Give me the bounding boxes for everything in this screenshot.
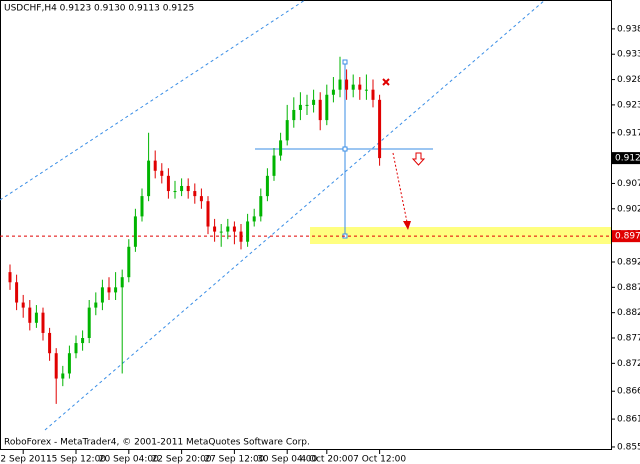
candle-body: [173, 191, 177, 193]
candle-body: [199, 196, 203, 202]
candle-body: [364, 89, 368, 91]
x-tick-label: 4 Oct 20:00: [300, 455, 353, 464]
x-tick-label: 27 Sep 12:00: [204, 455, 264, 464]
candle-body: [239, 231, 243, 242]
candle-body: [226, 226, 230, 232]
candle-body: [246, 221, 250, 242]
candle-body: [100, 287, 104, 303]
candle-body: [120, 277, 124, 288]
plot-frame: [0, 0, 612, 450]
candle-body: [292, 109, 296, 121]
candle-body: [107, 287, 111, 293]
candle-body: [252, 216, 256, 222]
candle-body: [166, 175, 170, 192]
y-tick-label: 0.9175: [617, 128, 640, 138]
candle-body: [94, 302, 98, 308]
candle-body: [114, 287, 118, 293]
candle-body: [351, 84, 355, 90]
candle-body: [147, 160, 151, 197]
price-box: [612, 152, 640, 165]
channel-upper: [0, 0, 306, 201]
candle-body: [81, 338, 85, 344]
candle-body: [331, 89, 335, 95]
candle-body: [318, 99, 322, 121]
candle-body: [232, 226, 236, 232]
candle-body: [186, 185, 190, 192]
candle-body: [133, 216, 137, 247]
target-zone: [310, 227, 611, 244]
chart-footer: RoboForex - MetaTrader4, © 2001-2011 Met…: [4, 438, 310, 448]
candle-body: [160, 170, 164, 176]
candle-body: [338, 79, 342, 90]
candle-body: [312, 99, 316, 105]
candle-body: [345, 79, 349, 90]
candle-body: [358, 84, 362, 90]
channel-lower: [44, 0, 546, 431]
pattern-point: [342, 59, 348, 65]
candle-body: [259, 196, 263, 217]
candle-body: [34, 312, 38, 323]
candle-body: [21, 302, 25, 308]
cross-mark: [382, 78, 390, 86]
candle-body: [153, 160, 157, 171]
candle-body: [28, 307, 32, 323]
candle-body: [371, 89, 375, 100]
candle-body: [67, 353, 71, 374]
candle-body: [140, 196, 144, 217]
candle-body: [127, 246, 131, 278]
forecast-arrow-head: [403, 221, 411, 230]
y-tick-label: 0.9025: [617, 204, 640, 214]
candle-body: [219, 231, 223, 233]
x-tick-label: 12 Sep 2011: [0, 455, 52, 464]
candle-body: [272, 155, 276, 176]
candle-body: [74, 343, 78, 354]
candle-body: [325, 94, 329, 121]
x-tick-label: 20 Sep 04:00: [99, 455, 159, 464]
candle-body: [213, 226, 217, 232]
y-tick-label: 0.8555: [617, 442, 640, 452]
target-label: 0.8971: [615, 232, 640, 242]
candle-body: [61, 373, 65, 379]
y-tick-label: 0.9075: [617, 179, 640, 189]
candle-body: [180, 185, 184, 192]
x-tick-label: 15 Sep 12:00: [46, 455, 106, 464]
candle-body: [378, 99, 382, 159]
pattern-point: [342, 146, 348, 152]
x-tick-label: 22 Sep 20:00: [152, 455, 212, 464]
candle-body: [8, 272, 12, 283]
candle-body: [305, 104, 309, 106]
sell-arrow: [411, 152, 426, 166]
y-tick-label: 0.8665: [617, 387, 640, 397]
candle-body: [41, 312, 45, 333]
x-tick-label: 7 Oct 12:00: [353, 455, 406, 464]
candle-body: [279, 140, 283, 156]
current-price-label: 0.9125: [615, 154, 640, 164]
candle-body: [15, 282, 19, 303]
price-box: [612, 230, 640, 243]
candle-body: [87, 307, 91, 339]
chart-header: USDCHF,H4 0.9123 0.9130 0.9113 0.9125: [4, 4, 194, 14]
candle-body: [298, 104, 302, 110]
candle-body: [54, 353, 58, 379]
candle-body: [285, 120, 289, 141]
candle-body: [48, 332, 52, 354]
candle-body: [206, 201, 210, 227]
candle-body: [265, 175, 269, 197]
x-tick-label: 30 Sep 04:00: [257, 455, 317, 464]
candle-body: [193, 191, 197, 197]
